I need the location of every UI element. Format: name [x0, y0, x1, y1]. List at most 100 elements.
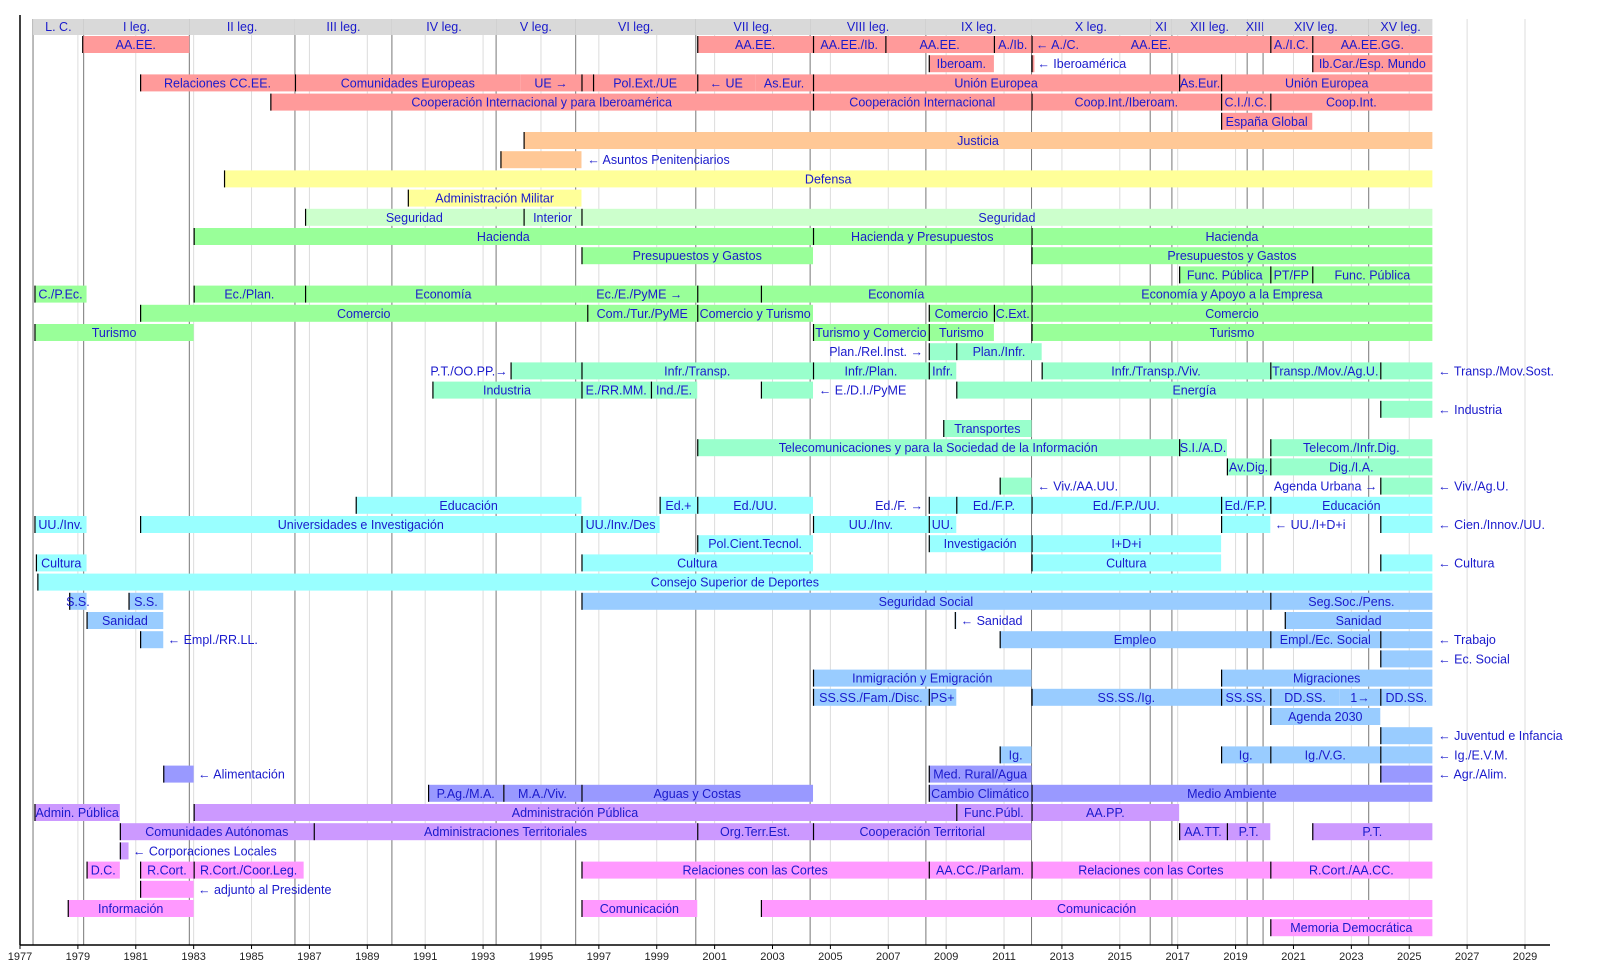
ministry-bar-label: As.Eur. — [1180, 76, 1220, 90]
annotation-label: ← Transp./Mov.Sost. — [1438, 364, 1554, 378]
ministry-bar — [86, 861, 120, 879]
ministry-bar — [993, 304, 1032, 322]
ministry-bar — [294, 74, 521, 92]
ministry-bar — [1179, 266, 1271, 284]
ministry-bar — [1380, 688, 1433, 706]
ministry-bar — [581, 861, 929, 879]
ministry-bar — [697, 36, 814, 53]
ministry-bar — [1380, 400, 1433, 418]
ministry-bar-label: Transp./Mov./Ag.U. — [1272, 364, 1378, 378]
legislature-label: V leg. — [520, 20, 552, 34]
ministry-bar-label: Seguridad Social — [879, 595, 974, 609]
ministry-bar — [1179, 74, 1222, 92]
ministry-bar — [813, 36, 886, 53]
ministry-bar — [1031, 804, 1180, 821]
annotation-label: ← Sanidad — [961, 614, 1023, 628]
legislature-label: IV leg. — [426, 20, 461, 34]
legislature-label: VI leg. — [618, 20, 653, 34]
ministry-bar — [813, 823, 1032, 841]
ministry-bar-label: Administración Pública — [512, 806, 638, 820]
legislature-cell — [391, 19, 497, 35]
ministry-bar-label: Plan./Infr. — [973, 345, 1026, 359]
legislature-label: XV leg. — [1380, 20, 1420, 34]
ministry-bar — [193, 861, 304, 879]
ministry-bar-label: Relaciones con las Cortes — [683, 864, 828, 878]
ministry-bar — [581, 516, 660, 533]
ministry-bar — [1270, 919, 1433, 937]
ministry-bar — [432, 381, 582, 399]
ministry-bar-label: Ec./Plan. — [224, 288, 274, 302]
ministry-bar — [1270, 592, 1433, 610]
ministry-bar — [1031, 247, 1433, 265]
ministry-bar — [407, 189, 582, 207]
ministry-bar — [1270, 362, 1381, 380]
x-tick-label: 1995 — [529, 951, 553, 963]
ministry-bar-label: D.C. — [91, 864, 116, 878]
legislatures-header: L. C. I leg. II leg. III leg. IV leg. V leg. V… — [33, 19, 1433, 35]
ministry-bar — [813, 93, 1032, 111]
ministry-bar-label: Educación — [1322, 499, 1380, 513]
legislature-cell — [925, 19, 1032, 35]
ministry-bar — [140, 880, 194, 898]
x-tick-label: 2019 — [1223, 951, 1247, 963]
x-tick-label: 1993 — [471, 951, 495, 963]
ministry-bar — [760, 900, 1433, 917]
ministry-bar-label: Universidades e Investigación — [278, 518, 444, 532]
ministry-bar — [581, 784, 814, 802]
ministry-bar-label: P.Ag./M.A. — [437, 787, 495, 801]
x-tick-label: 2013 — [1050, 951, 1074, 963]
ministry-bar-label: Investigación — [944, 537, 1017, 551]
legislature-label: XIII — [1246, 20, 1265, 34]
ministry-bar — [34, 516, 87, 533]
ministry-bar-label: Turismo — [92, 326, 137, 340]
ministry-bar-label: 1→ — [1350, 691, 1369, 705]
ministry-bar — [35, 554, 87, 572]
x-tick-label: 1979 — [66, 951, 90, 963]
legislature-label: XIV leg. — [1294, 20, 1338, 34]
ministry-bar-label: SS.SS./Ig. — [1097, 691, 1155, 705]
ministry-bar-label: AA.EE.GG. — [1341, 38, 1404, 52]
ministry-bar — [697, 823, 814, 841]
ministry-bar-label: E./RR.MM. — [586, 384, 647, 398]
ministry-bar-label: Información — [98, 902, 163, 916]
ministry-bar-label: Cooperación Internacional — [849, 96, 995, 110]
ministry-bar — [659, 496, 698, 514]
ministry-bar — [813, 688, 929, 706]
ministry-bar-label: España Global — [1226, 115, 1308, 129]
ministry-bar — [1031, 324, 1433, 341]
ministry-bar — [956, 343, 1042, 361]
ministry-bar-label: Aguas y Costas — [653, 787, 741, 801]
ministry-bar — [928, 343, 957, 361]
ministry-bar-label: DD.SS. — [1284, 691, 1326, 705]
ministry-bar-label: Unión Europea — [1285, 76, 1368, 90]
ministry-bar — [1270, 266, 1313, 284]
ministry-bar — [1339, 688, 1381, 706]
annotation-label: ← Empl./RR.LL. — [168, 633, 258, 647]
ministry-bar — [1380, 746, 1433, 764]
ministry-bar — [760, 381, 814, 399]
ministry-bar-label: Inmigración y Emigración — [852, 672, 992, 686]
ministry-bar-label: Infr. — [932, 364, 953, 378]
ministry-bar — [1221, 516, 1271, 533]
legislature-cell — [1171, 19, 1248, 35]
ministry-bar-label: Industria — [483, 384, 531, 398]
annotation-label: ← UU./I+D+i — [1275, 518, 1346, 532]
ministry-bar-label: Func.Públ. — [964, 806, 1024, 820]
ministry-bar-label: UU. — [932, 518, 954, 532]
ministry-bar — [193, 228, 814, 245]
annotation-label: ← A./C. — [1036, 38, 1079, 52]
ministry-bar — [140, 74, 295, 92]
ministry-bar — [1312, 266, 1433, 284]
ministry-bar — [1270, 708, 1381, 725]
ministry-bar-label: Av.Dig. — [1229, 460, 1268, 474]
annotation-label: ← Viv./Ag.U. — [1438, 480, 1508, 494]
ministry-bar — [581, 900, 698, 917]
ministry-bar-label: Func. Pública — [1334, 268, 1410, 282]
ministry-bar — [1270, 458, 1433, 476]
ministry-bar-label: C.Ext. — [996, 307, 1030, 321]
legislature-cell — [189, 19, 295, 35]
legislature-label: XI — [1155, 20, 1167, 34]
ministry-bar-label: Ig. — [1009, 748, 1023, 762]
ministry-bar-label: Comunicación — [1057, 902, 1136, 916]
